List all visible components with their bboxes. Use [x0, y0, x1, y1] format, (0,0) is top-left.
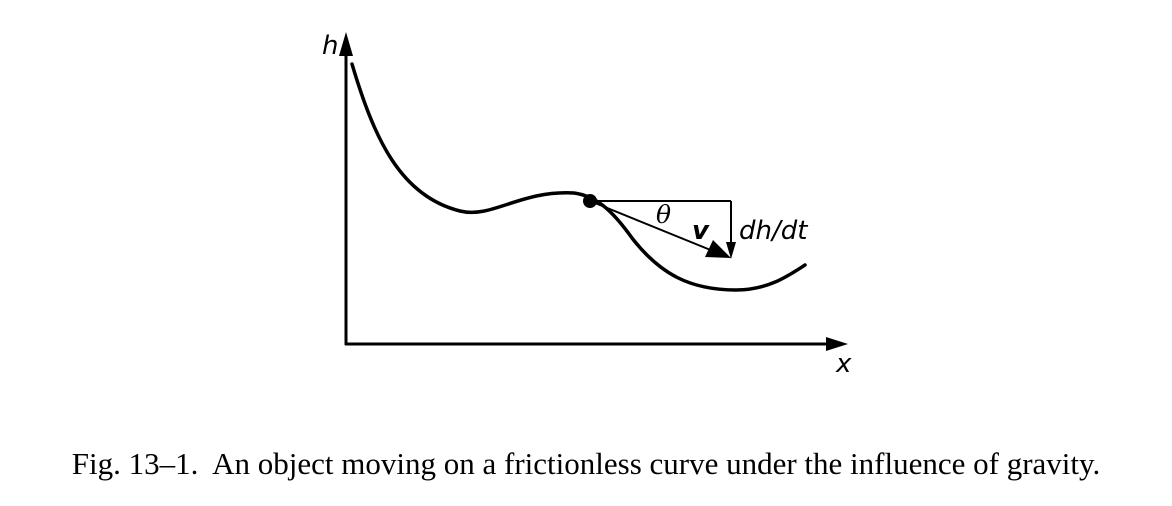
x-axis-arrowhead	[826, 337, 848, 351]
x-axis-label: x	[835, 349, 852, 379]
figure-caption: Fig. 13–1. An object moving on a frictio…	[71, 446, 1101, 481]
velocity-vector-line	[589, 200, 714, 252]
velocity-label: v	[692, 216, 710, 246]
h-axis-label: h	[322, 31, 338, 61]
dh-dt-arrowhead	[726, 242, 736, 259]
h-axis-arrowhead	[339, 32, 353, 56]
height-curve	[350, 62, 807, 292]
dh-dt-label: dh/dt	[739, 216, 808, 246]
velocity-vector-arrowhead	[705, 240, 731, 258]
angle-theta-label: θ	[656, 200, 671, 229]
